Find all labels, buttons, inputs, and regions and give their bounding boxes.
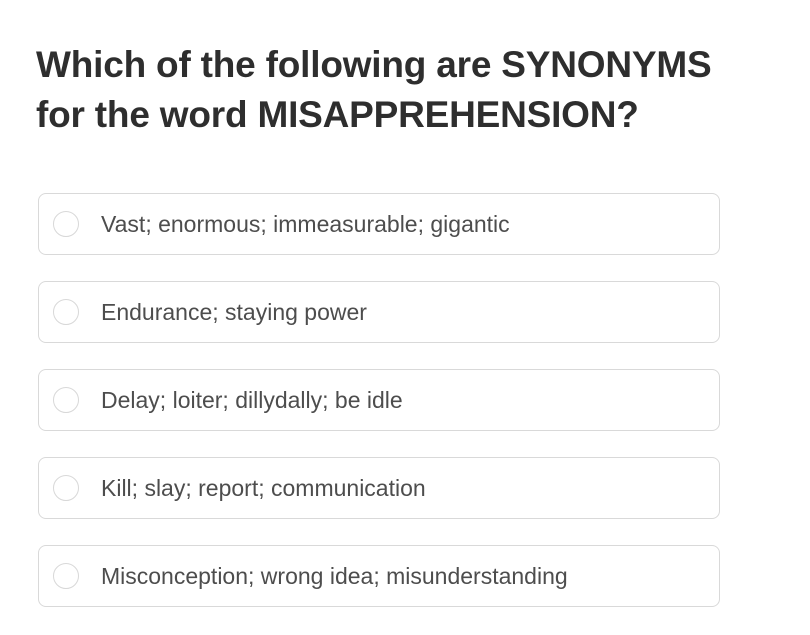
answer-option-label: Vast; enormous; immeasurable; gigantic bbox=[101, 210, 510, 237]
answer-option-4[interactable]: Kill; slay; report; communication bbox=[38, 457, 720, 519]
radio-icon[interactable] bbox=[53, 475, 79, 501]
answer-option-5[interactable]: Misconception; wrong idea; misunderstand… bbox=[38, 545, 720, 607]
answer-option-1[interactable]: Vast; enormous; immeasurable; gigantic bbox=[38, 193, 720, 255]
answer-options: Vast; enormous; immeasurable; gigantic E… bbox=[38, 193, 720, 607]
radio-icon[interactable] bbox=[53, 387, 79, 413]
answer-option-2[interactable]: Endurance; staying power bbox=[38, 281, 720, 343]
answer-option-label: Misconception; wrong idea; misunderstand… bbox=[101, 562, 568, 589]
answer-option-label: Kill; slay; report; communication bbox=[101, 474, 426, 501]
quiz-card: Which of the following are SYNONYMS for … bbox=[36, 40, 810, 607]
question-title-line-2: for the word MISAPPREHENSION? bbox=[36, 94, 639, 135]
question-title-line-1: Which of the following are SYNONYMS bbox=[36, 44, 712, 85]
radio-icon[interactable] bbox=[53, 563, 79, 589]
radio-icon[interactable] bbox=[53, 211, 79, 237]
answer-option-label: Endurance; staying power bbox=[101, 298, 367, 325]
question-title: Which of the following are SYNONYMS for … bbox=[36, 40, 810, 140]
answer-option-label: Delay; loiter; dillydally; be idle bbox=[101, 386, 403, 413]
answer-option-3[interactable]: Delay; loiter; dillydally; be idle bbox=[38, 369, 720, 431]
radio-icon[interactable] bbox=[53, 299, 79, 325]
